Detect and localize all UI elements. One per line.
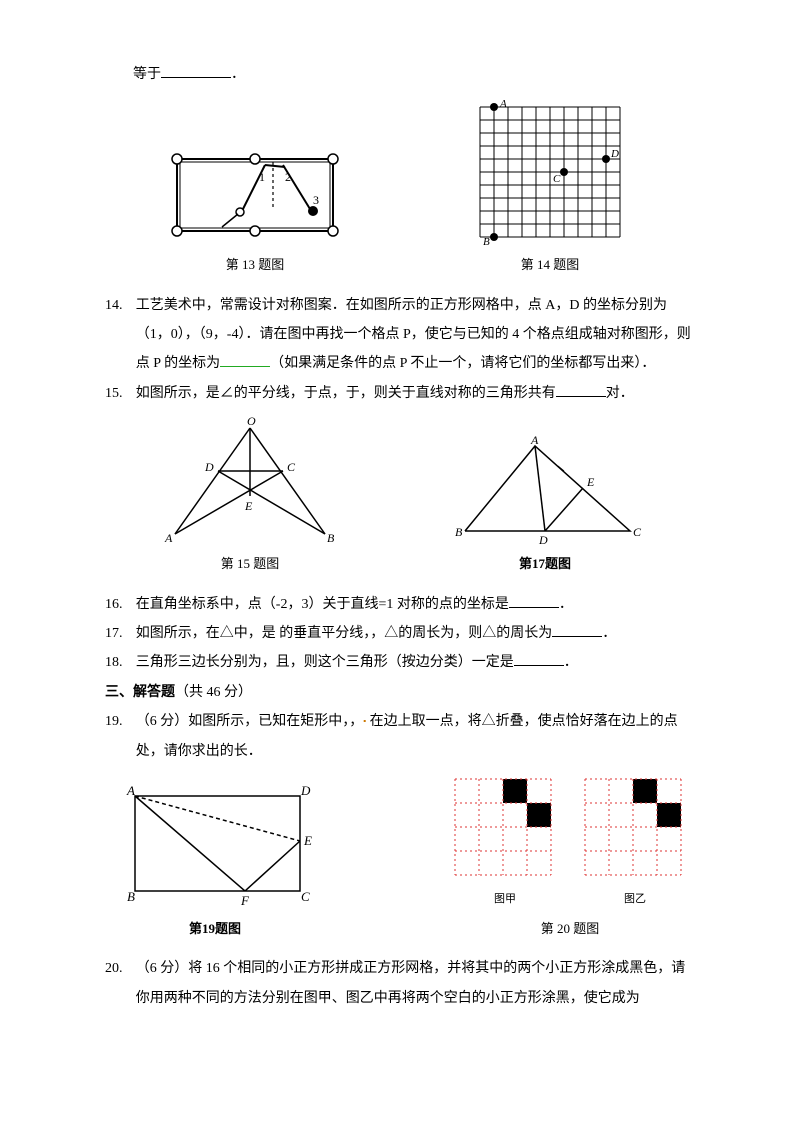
q16-body: 在直角坐标系中，点（-2，3）关于直线=1 对称的点的坐标是 ． [136, 590, 695, 619]
svg-text:C: C [287, 460, 296, 474]
q14-blank[interactable] [220, 352, 270, 367]
q18-num: 18. [105, 648, 136, 677]
q14-body: 工艺美术中，常需设计对称图案．在如图所示的正方形网格中，点 A，D 的坐标分别为… [136, 291, 695, 379]
fig19-col: A D B C F E 第19题图 [115, 781, 315, 942]
q17: 17. 如图所示，在△中，是 的垂直平分线，，△的周长为，则△的周长为 ． [105, 619, 695, 648]
svg-text:B: B [483, 236, 490, 247]
q20-body: （6 分）将 16 个相同的小正方形拼成正方形网格，并将其中的两个小正方形涂成黑… [136, 954, 695, 1013]
q16-blank[interactable] [509, 593, 559, 608]
q13-blank[interactable] [161, 63, 231, 78]
q19-num: 19. [105, 707, 136, 766]
fig20-yi-caption: 图乙 [624, 888, 646, 911]
q17-blank[interactable] [552, 622, 602, 637]
q13-tail-text: 等于 [133, 67, 161, 82]
fig17-col: A B C D E 第17题图 [445, 436, 645, 577]
svg-text:B: B [455, 525, 463, 539]
q19-body: （6 分）如图所示，已知在矩形中，，▪ 在边上取一点，将△折叠，使点恰好落在边上… [136, 707, 695, 766]
svg-text:1: 1 [259, 170, 265, 184]
fig20-jia-svg [450, 774, 560, 884]
fig13-caption: 第 13 题图 [226, 251, 285, 278]
q15-tail: 对． [606, 386, 634, 401]
q18-blank[interactable] [514, 651, 564, 666]
q15-num: 15. [105, 379, 136, 408]
svg-text:C: C [633, 525, 642, 539]
q16-text: 在直角坐标系中，点（-2，3）关于直线=1 对称的点的坐标是 [136, 597, 509, 612]
fig19-svg: A D B C F E [115, 781, 315, 911]
svg-text:B: B [327, 531, 335, 545]
section3: 三、解答题（共 46 分） [105, 678, 695, 707]
svg-text:2: 2 [285, 170, 291, 184]
q17-text: 如图所示，在△中，是 的垂直平分线，，△的周长为，则△的周长为 [136, 626, 553, 641]
svg-text:F: F [240, 893, 250, 908]
q16: 16. 在直角坐标系中，点（-2，3）关于直线=1 对称的点的坐标是 ． [105, 590, 695, 619]
svg-text:B: B [127, 889, 135, 904]
q19-text: （6 分）如图所示，已知在矩形中，， [136, 714, 364, 729]
fig15-svg: O D C E A B [155, 416, 345, 546]
q16-num: 16. [105, 590, 136, 619]
figrow-15-17: O D C E A B 第 15 题图 A B C [105, 416, 695, 577]
q17-tail: ． [602, 626, 616, 641]
q15: 15. 如图所示，是∠的平分线，于点，于，则关于直线对称的三角形共有 对． [105, 379, 695, 408]
q17-body: 如图所示，在△中，是 的垂直平分线，，△的周长为，则△的周长为 ． [136, 619, 695, 648]
q18-tail: ． [564, 655, 578, 670]
svg-text:D: D [538, 533, 548, 546]
svg-text:D: D [300, 783, 311, 798]
q18-body: 三角形三边长分别为，且，则这个三角形（按边分类）一定是 ． [136, 648, 695, 677]
svg-text:C: C [301, 889, 310, 904]
q20-text: （6 分）将 16 个相同的小正方形拼成正方形网格，并将其中的两个小正方形涂成黑… [136, 961, 686, 1005]
fig20-col: 图甲 图乙 第 [450, 774, 690, 942]
fig14-col: A D C B 第 14 题图 [465, 97, 635, 278]
svg-text:C: C [553, 173, 561, 185]
figrow-19-20: A D B C F E 第19题图 [105, 774, 695, 942]
fig20-caption: 第 20 题图 [541, 915, 600, 942]
fig15-col: O D C E A B 第 15 题图 [155, 416, 345, 577]
fig14-svg: A D C B [465, 97, 635, 247]
svg-text:A: A [530, 436, 539, 447]
fig20-yi-col: 图乙 [580, 774, 690, 911]
q14-num: 14. [105, 291, 136, 379]
marker-icon: ▪ [363, 716, 366, 725]
fig17-svg: A B C D E [445, 436, 645, 546]
q20-num: 20. [105, 954, 136, 1013]
q15-body: 如图所示，是∠的平分线，于点，于，则关于直线对称的三角形共有 对． [136, 379, 695, 408]
fig20-yi-svg [580, 774, 690, 884]
fig17-caption: 第17题图 [519, 550, 571, 577]
fig15-caption: 第 15 题图 [221, 550, 280, 577]
fig14-caption: 第 14 题图 [521, 251, 580, 278]
q13-tail: 等于． [105, 60, 695, 89]
svg-text:D: D [610, 148, 619, 160]
svg-text:E: E [244, 499, 253, 513]
fig20-jia-col: 图甲 [450, 774, 560, 911]
fig20-jia-caption: 图甲 [494, 888, 516, 911]
q19: 19. （6 分）如图所示，已知在矩形中，，▪ 在边上取一点，将△折叠，使点恰好… [105, 707, 695, 766]
section3-title: 三、解答题 [105, 685, 175, 700]
svg-text:A: A [499, 98, 507, 110]
svg-text:3: 3 [313, 193, 319, 207]
q17-num: 17. [105, 619, 136, 648]
svg-text:A: A [164, 531, 173, 545]
svg-text:A: A [126, 783, 135, 798]
svg-text:O: O [247, 416, 256, 428]
fig13-col: 1 2 3 第 13 题图 [165, 147, 345, 278]
q15-text: 如图所示，是∠的平分线，于点，于，则关于直线对称的三角形共有 [136, 386, 556, 401]
q16-tail: ． [559, 597, 573, 612]
q20: 20. （6 分）将 16 个相同的小正方形拼成正方形网格，并将其中的两个小正方… [105, 954, 695, 1013]
svg-text:D: D [204, 460, 214, 474]
q18: 18. 三角形三边长分别为，且，则这个三角形（按边分类）一定是 ． [105, 648, 695, 677]
q14: 14. 工艺美术中，常需设计对称图案．在如图所示的正方形网格中，点 A，D 的坐… [105, 291, 695, 379]
fig19-caption: 第19题图 [189, 915, 241, 942]
section3-pts: （共 46 分） [175, 685, 252, 700]
svg-text:E: E [303, 833, 312, 848]
svg-text:E: E [586, 475, 595, 489]
fig13-svg: 1 2 3 [165, 147, 345, 247]
q18-text: 三角形三边长分别为，且，则这个三角形（按边分类）一定是 [136, 655, 514, 670]
q14-tail: （如果满足条件的点 P 不止一个，请将它们的坐标都写出来）． [270, 356, 655, 371]
q15-blank[interactable] [556, 382, 606, 397]
figrow-13-14: 1 2 3 第 13 题图 A D [105, 97, 695, 278]
